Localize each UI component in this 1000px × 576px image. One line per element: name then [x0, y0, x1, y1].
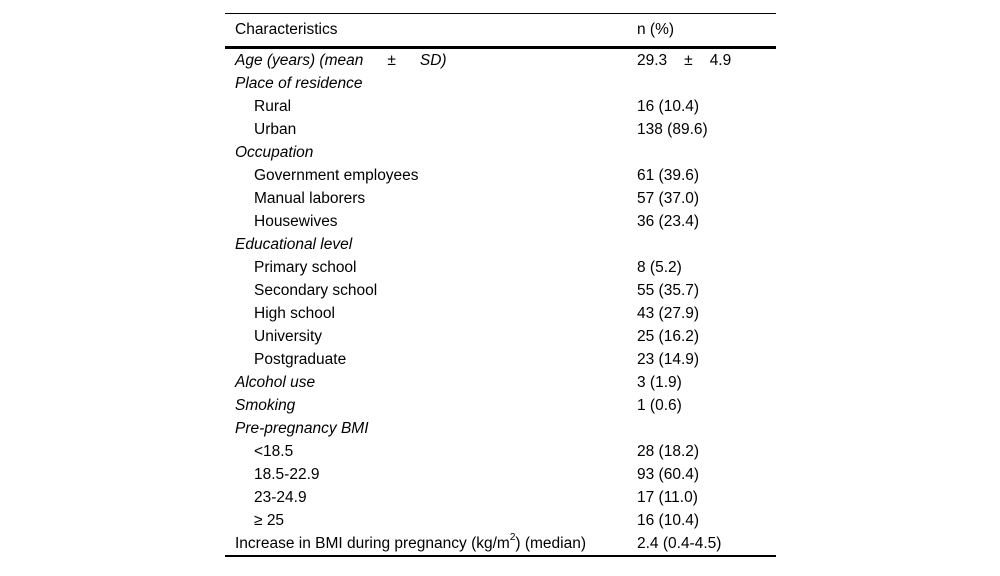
table-row: Primary school 8 (5.2) — [225, 256, 776, 279]
row-label: Manual laborers — [254, 189, 366, 207]
row-value: 57 (37.0) — [637, 189, 700, 207]
row-label: High school — [254, 304, 335, 322]
row-label: Occupation — [235, 143, 314, 161]
table-header-row: Characteristics n (%) — [225, 14, 776, 49]
row-label: Urban — [254, 120, 297, 138]
table-body: Age (years) (mean ± SD) 29.3 ±4.9 Place of re… — [225, 49, 776, 555]
row-value: 28 (18.2) — [637, 442, 700, 460]
table-row: Housewives 36 (23.4) — [225, 210, 776, 233]
row-label: ≥ 25 — [254, 511, 285, 529]
value-segment: 29.3 — [637, 51, 668, 69]
row-label: 23-24.9 — [254, 488, 307, 506]
table-row: Government employees 61 (39.6) — [225, 164, 776, 187]
table-row: Age (years) (mean ± SD) 29.3 ±4.9 — [225, 49, 776, 72]
row-value: 43 (27.9) — [637, 304, 700, 322]
table-row: Postgraduate 23 (14.9) — [225, 348, 776, 371]
row-label: Housewives — [254, 212, 338, 230]
table-row: Urban 138 (89.6) — [225, 118, 776, 141]
row-label: Alcohol use — [235, 373, 316, 391]
row-label: Place of residence — [235, 74, 363, 92]
value-segment: 4.9 — [709, 51, 732, 69]
table-row: Smoking 1 (0.6) — [225, 394, 776, 417]
table-row: High school 43 (27.9) — [225, 302, 776, 325]
label-segment: ) (median) — [515, 534, 587, 552]
table-row: Place of residence — [225, 72, 776, 95]
row-label: Primary school — [254, 258, 357, 276]
label-segment: 2 — [509, 532, 516, 544]
row-label: Postgraduate — [254, 350, 347, 368]
column-header-n-percent: n (%) — [637, 21, 675, 38]
row-label: Government employees — [254, 166, 419, 184]
row-value: 16 (10.4) — [637, 97, 700, 115]
row-value: 17 (11.0) — [637, 488, 698, 506]
row-label: University — [254, 327, 323, 345]
row-label: Pre-pregnancy BMI — [235, 419, 369, 437]
label-segment: SD) — [419, 51, 447, 69]
table-row: Manual laborers 57 (37.0) — [225, 187, 776, 210]
table-row: <18.5 28 (18.2) — [225, 440, 776, 463]
row-label: Increase in BMI during pregnancy (kg/m2)… — [225, 532, 637, 553]
table-row: ≥ 25 16 (10.4) — [225, 509, 776, 532]
row-value: 23 (14.9) — [637, 350, 700, 368]
row-value: 8 (5.2) — [637, 258, 682, 276]
row-value: 2.4 (0.4-4.5) — [637, 534, 722, 552]
table-row: Secondary school 55 (35.7) — [225, 279, 776, 302]
label-segment: Increase in BMI during pregnancy (kg/m — [235, 534, 510, 552]
row-value: 55 (35.7) — [637, 281, 700, 299]
table-row: Pre-pregnancy BMI — [225, 417, 776, 440]
row-label: Secondary school — [254, 281, 378, 299]
column-header-characteristics: Characteristics — [235, 21, 338, 38]
label-segment: Age (years) (mean — [235, 51, 364, 69]
table-row: Alcohol use 3 (1.9) — [225, 371, 776, 394]
row-value: 16 (10.4) — [637, 511, 700, 529]
row-value: 93 (60.4) — [637, 465, 700, 483]
value-segment: ± — [684, 51, 693, 69]
table-row: University 25 (16.2) — [225, 325, 776, 348]
characteristics-table: Characteristics n (%) Age (years) (mean ±… — [225, 13, 776, 557]
label-segment: ± — [387, 51, 396, 69]
row-value: 3 (1.9) — [637, 373, 682, 391]
row-label: 18.5-22.9 — [254, 465, 320, 483]
table-row: Rural 16 (10.4) — [225, 95, 776, 118]
table-row: Increase in BMI during pregnancy (kg/m2)… — [225, 532, 776, 555]
table-row: 18.5-22.9 93 (60.4) — [225, 463, 776, 486]
row-label: Age (years) (mean ± SD) — [225, 52, 637, 70]
table-row: Educational level — [225, 233, 776, 256]
row-value: 25 (16.2) — [637, 327, 700, 345]
row-value: 61 (39.6) — [637, 166, 700, 184]
row-label: <18.5 — [254, 442, 294, 460]
table-row: 23-24.9 17 (11.0) — [225, 486, 776, 509]
row-value: 138 (89.6) — [637, 120, 708, 138]
row-label: Educational level — [235, 235, 353, 253]
row-value: 36 (23.4) — [637, 212, 700, 230]
row-label: Smoking — [235, 396, 296, 414]
row-value: 1 (0.6) — [637, 396, 682, 414]
row-value: 29.3 ±4.9 — [637, 52, 776, 70]
row-label: Rural — [254, 97, 292, 115]
table-row: Occupation — [225, 141, 776, 164]
